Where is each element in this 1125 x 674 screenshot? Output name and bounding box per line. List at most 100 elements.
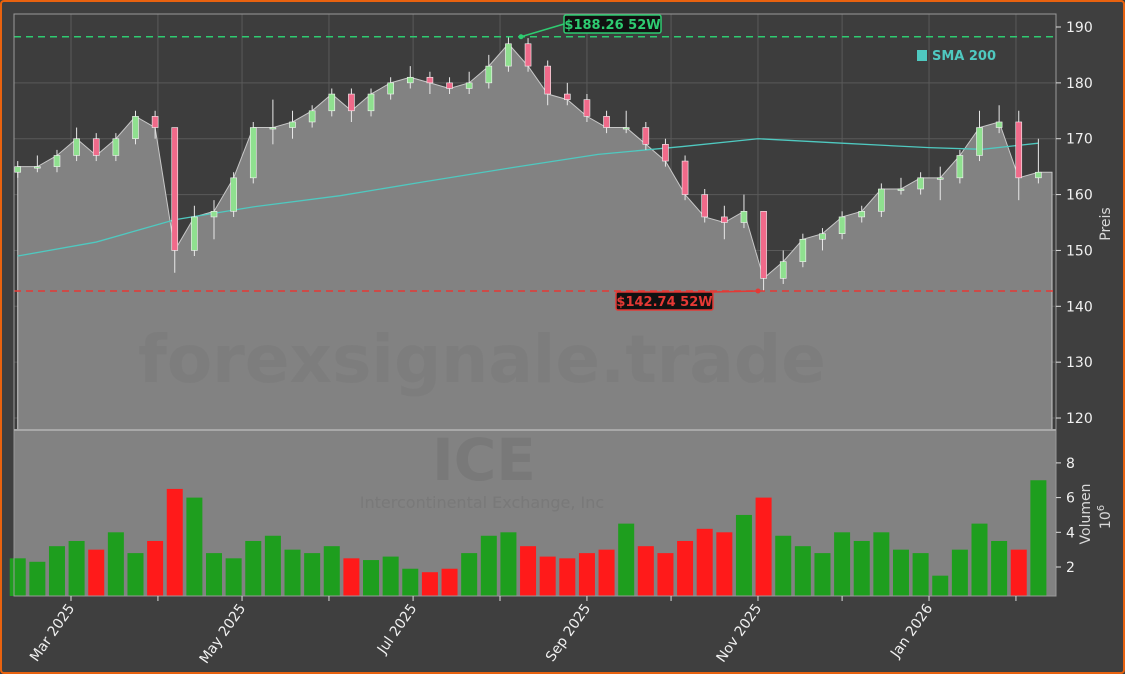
- candle-up: [132, 116, 139, 140]
- volume-bar: [68, 540, 85, 596]
- candle-up: [406, 76, 414, 84]
- volume-bar: [873, 532, 890, 596]
- candle-up: [485, 65, 493, 84]
- candle-up: [210, 211, 218, 218]
- volume-bar: [264, 535, 281, 596]
- volume-bar: [834, 532, 851, 596]
- x-tick-label: Mar 2025: [27, 601, 78, 665]
- volume-bar: [461, 553, 478, 596]
- 52w-low-arrowhead: [755, 288, 761, 294]
- 52w-lines: [14, 35, 1056, 292]
- volume-bar: [284, 549, 301, 596]
- volume-bar: [814, 553, 831, 596]
- plot-frame: [13, 13, 1057, 597]
- candle-up: [838, 216, 846, 234]
- candle-up: [249, 127, 257, 179]
- volume-bar: [677, 540, 694, 596]
- candle-down: [171, 127, 179, 251]
- volume-bar: [480, 535, 497, 596]
- candle-up: [740, 211, 748, 223]
- candle-up: [779, 261, 787, 279]
- volume-bar: [853, 540, 870, 596]
- volume-bar: [363, 560, 380, 596]
- volume-bar: [932, 575, 949, 596]
- volume-unit-exp: 6: [1096, 505, 1107, 511]
- date-axis: Mar 2025 May 2025 Jul 2025 Sep 2025 Nov 2025…: [27, 596, 1017, 667]
- candle-up: [897, 188, 905, 191]
- x-tick-label: Sep 2025: [543, 601, 594, 665]
- candle-up: [53, 155, 61, 167]
- volume-bar: [559, 558, 576, 596]
- 52w-low-box: [615, 291, 714, 311]
- volume-bar: [1030, 480, 1047, 596]
- candle-up: [191, 216, 198, 251]
- volume-axis-label: Volumen: [1078, 484, 1094, 545]
- candle-down: [151, 116, 159, 128]
- candle-up: [269, 127, 277, 130]
- volume-bar: [29, 561, 46, 596]
- volume-bar: [637, 546, 654, 596]
- y-tick-label: 140: [1066, 299, 1093, 315]
- volume-bar: [88, 549, 105, 596]
- volume-bar: [48, 546, 65, 596]
- volume-bar: [127, 553, 144, 596]
- volume-bar: [892, 549, 909, 596]
- candle-down: [662, 144, 669, 162]
- candle-down: [681, 160, 689, 195]
- y-tick-label: 130: [1066, 355, 1093, 371]
- candle-up: [878, 188, 885, 212]
- 52w-high-arrow: [520, 23, 565, 38]
- volume-bar: [382, 556, 399, 596]
- y-tick-label: 160: [1066, 188, 1093, 204]
- candle-up: [308, 110, 316, 123]
- volume-bar: [539, 556, 556, 596]
- watermark-ticker: ICE: [432, 426, 536, 494]
- volume-bar: [323, 546, 340, 596]
- candle-up: [995, 121, 1003, 128]
- candle-up: [73, 138, 80, 156]
- candle-down: [446, 82, 453, 89]
- candle-down: [544, 65, 551, 95]
- candle-up: [230, 177, 237, 212]
- 52w-low-label: $142.74 52W: [616, 295, 712, 310]
- candle-up: [858, 211, 866, 218]
- volume-bar: [991, 540, 1008, 596]
- candle-up: [956, 155, 964, 179]
- legend-swatch: [917, 50, 927, 61]
- volume-bar: [755, 497, 772, 596]
- volume-bar: [206, 553, 223, 596]
- volume-bar: [716, 532, 733, 596]
- volume-bar: [343, 558, 360, 596]
- volume-bar: [9, 558, 26, 596]
- candles: [14, 36, 1042, 291]
- candle-up: [465, 82, 473, 89]
- y-tick-label: 180: [1066, 76, 1093, 92]
- volume-bar: [166, 488, 183, 596]
- candle-up: [328, 93, 336, 112]
- candle-up: [387, 82, 394, 95]
- candle-down: [721, 216, 728, 223]
- price-axis: 120 130 140 150 160 170 180 190: [1056, 20, 1093, 427]
- volume-bar: [421, 572, 438, 596]
- volume-bar: [186, 497, 203, 596]
- x-tick-label: Jul 2025: [374, 601, 420, 658]
- volume-unit: 106: [1096, 505, 1114, 529]
- candle-down: [583, 99, 591, 117]
- annotations: $188.26 52W $142.74 52W: [518, 14, 761, 311]
- volume-bar: [225, 558, 242, 596]
- y-tick-label: 190: [1066, 20, 1093, 36]
- volume-bar: [441, 568, 458, 596]
- volume-bar: [402, 568, 419, 596]
- volume-bar: [598, 549, 615, 596]
- volume-bar: [971, 523, 988, 596]
- candle-down: [603, 116, 610, 128]
- candle-up: [505, 43, 512, 67]
- 52w-low-arrow: [712, 290, 759, 293]
- volume-bars: [9, 480, 1047, 596]
- watermark-company: Intercontinental Exchange, Inc: [360, 493, 604, 512]
- volume-bar: [696, 528, 713, 596]
- candle-up: [819, 233, 826, 240]
- x-tick-label: Nov 2025: [713, 601, 765, 665]
- candle-down: [564, 93, 571, 100]
